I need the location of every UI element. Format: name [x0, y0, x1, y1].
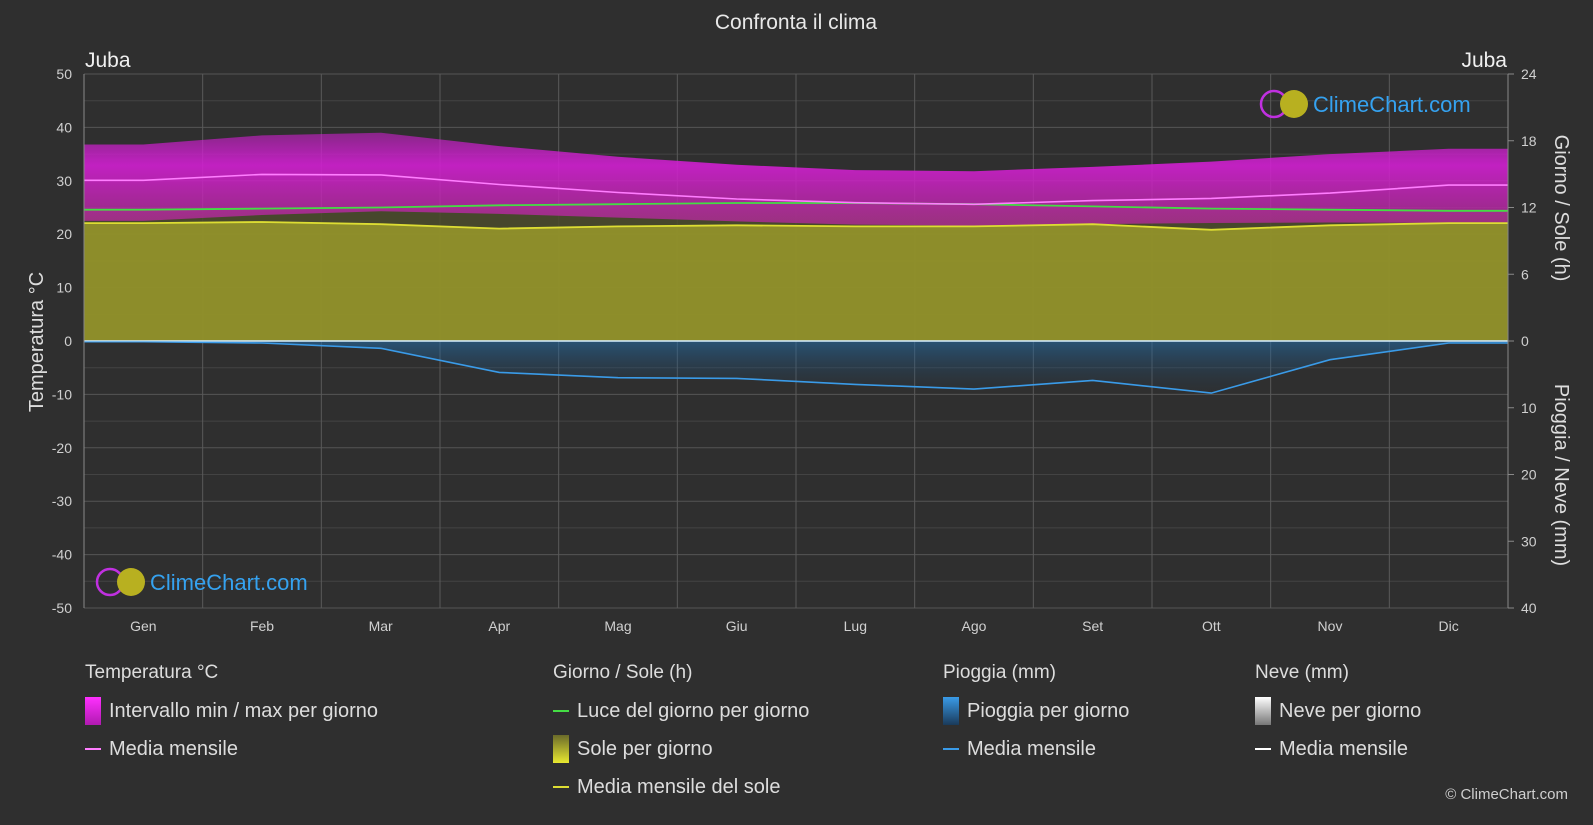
- legend-rain: Pioggia (mm) Pioggia per giorno Media me…: [943, 662, 1129, 774]
- y-left-tick-label: 20: [56, 226, 72, 242]
- y-right-top-tick-label: 6: [1521, 266, 1529, 282]
- y-right-bottom-tick-label: 20: [1521, 467, 1537, 483]
- y-left-tick-label: 40: [56, 119, 72, 135]
- y-right-top-tick-label: 18: [1521, 133, 1537, 149]
- legend-temperature: Temperatura °C Intervallo min / max per …: [85, 662, 378, 774]
- y-left-label: Temperatura °C: [26, 272, 48, 412]
- y-right-bottom-tick-label: 40: [1521, 600, 1537, 616]
- daylight-line: [84, 202, 1508, 212]
- x-tick-label: Ott: [1202, 618, 1221, 634]
- rain-area-fill: [84, 341, 1508, 394]
- legend-snow: Neve (mm) Neve per giorno Media mensile: [1255, 662, 1421, 774]
- y-right-bottom-tick-label: 30: [1521, 533, 1537, 549]
- y-right-bottom-tick-label: 10: [1521, 400, 1537, 416]
- temperature-mean-swatch: [85, 748, 101, 750]
- x-tick-label: Nov: [1318, 618, 1343, 634]
- temperature-mean-line: [84, 173, 1508, 206]
- chart-title: Confronta il clima: [715, 11, 878, 34]
- legend-item: Media mensile del sole: [553, 774, 809, 800]
- y-left-tick-label: -40: [52, 547, 72, 563]
- series-lines: [84, 173, 1508, 394]
- legend-item: Media mensile: [1255, 736, 1421, 762]
- location-right: Juba: [1461, 49, 1507, 72]
- location-left: Juba: [85, 49, 131, 72]
- rain-mean-line: [84, 340, 1508, 394]
- y-left-tick-label: -10: [52, 386, 72, 402]
- x-tick-label: Dic: [1439, 618, 1459, 634]
- y-left-tick-label: -20: [52, 440, 72, 456]
- legend-temperature-title: Temperatura °C: [85, 662, 219, 683]
- legend-label: Media mensile del sole: [577, 775, 781, 798]
- legend-item: Sole per giorno: [553, 735, 809, 763]
- y-left-tick-label: 30: [56, 173, 72, 189]
- x-tick-label: Mag: [604, 618, 631, 634]
- y-left-tick-label: 10: [56, 280, 72, 296]
- y-right-top-tick-label: 24: [1521, 66, 1537, 82]
- y-right-top-tick-label: 0: [1521, 333, 1529, 349]
- x-tick-label: Feb: [250, 618, 274, 634]
- axes: 50 40 30 20 10 0 -10 -20 -30 -40 -50 24 18 12 6 0 10 20 30…: [52, 66, 1537, 634]
- y-right-bottom-label: Pioggia / Neve (mm): [1550, 384, 1572, 566]
- x-tick-label: Giu: [726, 618, 748, 634]
- snow-swatch: [1255, 697, 1271, 725]
- x-tick-label: Ago: [962, 618, 987, 634]
- legend-label: Media mensile: [109, 737, 238, 760]
- legend-item: Media mensile: [943, 736, 1129, 762]
- temperature-range-swatch: [85, 697, 101, 725]
- rain-mean-swatch: [943, 748, 959, 750]
- sun-mean-line: [84, 221, 1508, 231]
- logo-bottom-left: ClimeChart.com: [95, 567, 308, 597]
- legend-item: Neve per giorno: [1255, 697, 1422, 725]
- rain-area: [84, 341, 1508, 394]
- y-left-tick-label: -30: [52, 493, 72, 509]
- legend-label: Sole per giorno: [577, 737, 713, 760]
- y-left-tick-label: 0: [64, 333, 72, 349]
- daylight-swatch: [553, 710, 569, 712]
- legend-snow-title: Neve (mm): [1255, 662, 1349, 683]
- legend-item: Pioggia per giorno: [943, 697, 1130, 725]
- legend-label: Neve per giorno: [1279, 699, 1422, 722]
- logo-sun-icon: [117, 568, 145, 596]
- logo-sun-icon: [1280, 90, 1308, 118]
- x-tick-label: Lug: [844, 618, 867, 634]
- legend-item: Luce del giorno per giorno: [553, 698, 809, 724]
- legend-sun: Giorno / Sole (h) Luce del giorno per gi…: [553, 662, 809, 812]
- legend-label: Media mensile: [1279, 737, 1408, 760]
- legend-sun-title: Giorno / Sole (h): [553, 662, 693, 683]
- y-left-tick-label: 50: [56, 66, 72, 82]
- sun-area: [84, 203, 1508, 341]
- copyright: © ClimeChart.com: [1445, 786, 1568, 803]
- legend-label: Intervallo min / max per giorno: [109, 699, 379, 722]
- x-tick-label: Apr: [488, 618, 510, 634]
- y-right-top-tick-label: 12: [1521, 200, 1537, 216]
- logo-text: ClimeChart.com: [150, 570, 308, 595]
- x-tick-label: Set: [1082, 618, 1103, 634]
- temperature-band: [84, 132, 1508, 226]
- logo-text: ClimeChart.com: [1313, 92, 1471, 117]
- y-right-top-label: Giorno / Sole (h): [1550, 135, 1572, 282]
- x-tick-label: Gen: [130, 618, 156, 634]
- legend-label: Pioggia per giorno: [967, 699, 1130, 722]
- snow-mean-swatch: [1255, 748, 1271, 750]
- legend-item: Media mensile: [85, 736, 378, 762]
- sun-area-fill: [84, 222, 1508, 341]
- climate-chart: Confronta il clima Juba Juba 50 40 30 20 10 0…: [26, 11, 1572, 634]
- legend-item: Intervallo min / max per giorno: [85, 697, 379, 725]
- sun-swatch: [553, 735, 569, 763]
- temperature-range-band: [84, 132, 1508, 226]
- legend-label: Luce del giorno per giorno: [577, 699, 810, 722]
- legend-rain-title: Pioggia (mm): [943, 662, 1056, 683]
- sun-mean-swatch: [553, 786, 569, 788]
- rain-swatch: [943, 697, 959, 725]
- legend-label: Media mensile: [967, 737, 1096, 760]
- x-tick-label: Mar: [369, 618, 393, 634]
- y-left-tick-label: -50: [52, 600, 72, 616]
- logo-top-right: ClimeChart.com: [1259, 89, 1471, 119]
